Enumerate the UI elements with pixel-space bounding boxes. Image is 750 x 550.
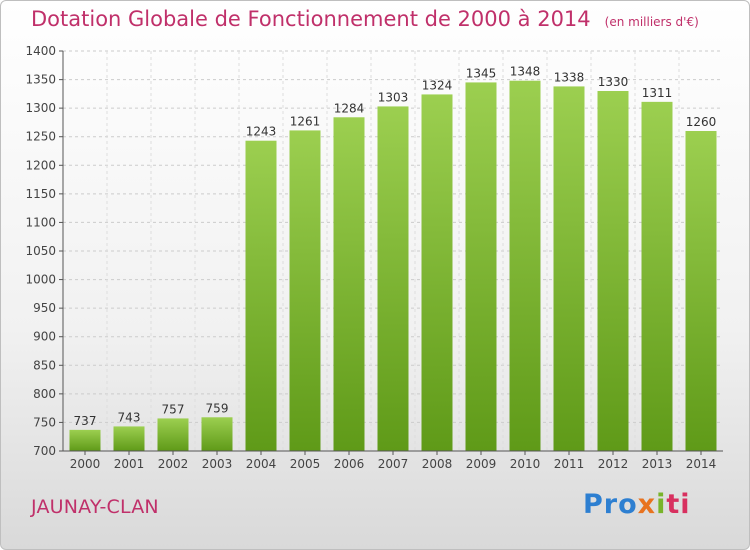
chart-title: Dotation Globale de Fonctionnement de 20… xyxy=(31,7,699,31)
x-tick-label-2013: 2013 xyxy=(642,457,673,471)
y-tick-label: 1350 xyxy=(25,73,56,87)
data-label-2014: 1260 xyxy=(686,115,717,129)
y-tick-label: 1300 xyxy=(25,101,56,115)
logo-part-2: x xyxy=(637,489,657,520)
bars xyxy=(69,80,717,452)
bar-2000 xyxy=(69,429,101,451)
bar-2007 xyxy=(377,106,409,451)
unit-subtitle: (en milliers d'€) xyxy=(604,15,699,29)
y-tick-label: 700 xyxy=(33,444,56,458)
title-text: Dotation Globale de Fonctionnement de 20… xyxy=(31,7,591,31)
y-tick-label: 1150 xyxy=(25,187,56,201)
x-tick-label-2008: 2008 xyxy=(422,457,453,471)
y-tick-label: 950 xyxy=(33,301,56,315)
bar-2003 xyxy=(201,417,233,451)
bar-2008 xyxy=(421,94,453,451)
logo-part-3: i xyxy=(656,489,667,520)
bar-2011 xyxy=(553,86,585,451)
data-label-2007: 1303 xyxy=(378,90,409,104)
bar-2012 xyxy=(597,91,629,451)
data-label-2011: 1338 xyxy=(554,70,585,84)
logo-part-1: Pro xyxy=(583,489,638,520)
x-tick-label-2005: 2005 xyxy=(290,457,321,471)
x-tick-label-2011: 2011 xyxy=(554,457,585,471)
y-tick-label: 800 xyxy=(33,387,56,401)
x-tick-label-2003: 2003 xyxy=(202,457,233,471)
bar-2014 xyxy=(685,131,717,451)
data-label-2001: 743 xyxy=(118,410,141,424)
x-tick-label-2009: 2009 xyxy=(466,457,497,471)
bar-2006 xyxy=(333,117,365,452)
y-tick-label: 1400 xyxy=(25,44,56,58)
axes: 700 750 800 850 900 950 1000 1050 1100 1150 1200 12… xyxy=(25,44,723,471)
y-tick-label: 750 xyxy=(33,415,56,429)
data-label-2012: 1330 xyxy=(598,75,629,89)
bar-2009 xyxy=(465,82,497,451)
data-label-2004: 1243 xyxy=(246,125,277,139)
data-label-2002: 757 xyxy=(162,402,185,416)
x-tick-label-2012: 2012 xyxy=(598,457,629,471)
data-labels: 737 743 757 759 1243 1261 1284 1303 1324 1345 1348… xyxy=(74,65,717,428)
bar-2010 xyxy=(509,80,541,451)
proxiti-logo: Proxiti xyxy=(583,489,691,520)
x-tick-label-2007: 2007 xyxy=(378,457,409,471)
bar-2004 xyxy=(245,140,277,451)
y-tick-label: 900 xyxy=(33,330,56,344)
data-label-2009: 1345 xyxy=(466,66,497,80)
bar-2005 xyxy=(289,130,321,451)
logo-part-4: ti xyxy=(666,489,691,520)
x-tick-label-2004: 2004 xyxy=(246,457,277,471)
bar-2002 xyxy=(157,418,189,451)
place-name: JAUNAY-CLAN xyxy=(31,496,159,518)
data-label-2010: 1348 xyxy=(510,65,541,79)
x-tick-label-2006: 2006 xyxy=(334,457,365,471)
y-tick-label: 1200 xyxy=(25,158,56,172)
data-label-2008: 1324 xyxy=(422,78,453,92)
bar-2001 xyxy=(113,426,145,451)
y-tick-label: 1050 xyxy=(25,244,56,258)
data-label-2006: 1284 xyxy=(334,101,365,115)
y-tick-label: 1250 xyxy=(25,130,56,144)
x-tick-label-2014: 2014 xyxy=(686,457,717,471)
data-label-2013: 1311 xyxy=(642,86,673,100)
x-tick-label-2000: 2000 xyxy=(70,457,101,471)
bar-2013 xyxy=(641,101,673,451)
x-tick-label-2010: 2010 xyxy=(510,457,541,471)
y-tick-label: 1000 xyxy=(25,273,56,287)
y-tick-label: 1100 xyxy=(25,215,56,229)
data-label-2003: 759 xyxy=(206,401,229,415)
x-tick-label-2002: 2002 xyxy=(158,457,189,471)
data-label-2000: 737 xyxy=(74,414,97,428)
data-label-2005: 1261 xyxy=(290,114,321,128)
x-tick-label-2001: 2001 xyxy=(114,457,145,471)
y-tick-label: 850 xyxy=(33,358,56,372)
